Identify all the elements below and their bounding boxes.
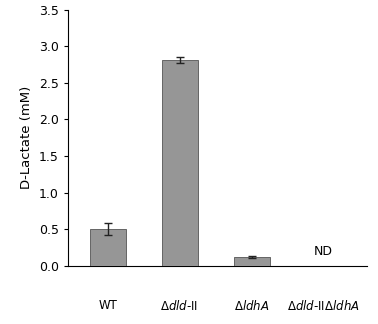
Text: ND: ND <box>314 245 333 258</box>
Bar <box>234 257 270 266</box>
Text: Δ$\mathit{dld}$-II: Δ$\mathit{dld}$-II <box>161 299 199 313</box>
Bar <box>161 60 198 266</box>
Text: Δ$\mathit{ldhA}$: Δ$\mathit{ldhA}$ <box>234 299 269 313</box>
Bar <box>90 229 125 266</box>
Text: Δ$\mathit{dld}$-IIΔ$\mathit{ldhA}$: Δ$\mathit{dld}$-IIΔ$\mathit{ldhA}$ <box>287 299 360 313</box>
Y-axis label: D-Lactate (mM): D-Lactate (mM) <box>20 86 34 189</box>
Text: WT: WT <box>98 299 117 312</box>
